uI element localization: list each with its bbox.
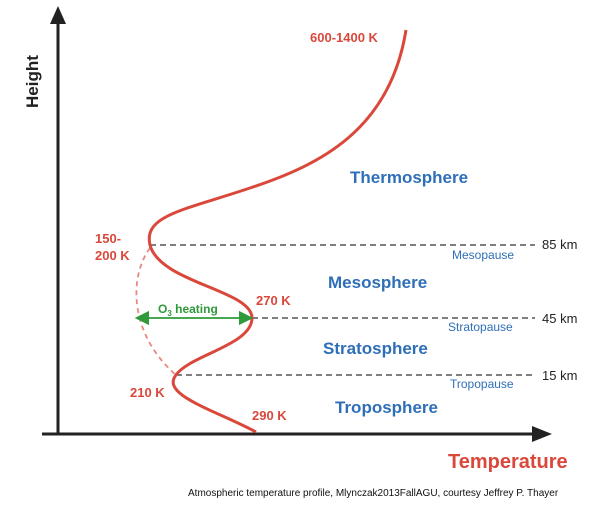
temp-surface: 290 K [252, 408, 287, 423]
ozone-heating-label: O3 heating [158, 302, 218, 318]
layer-mesosphere: Mesosphere [328, 273, 427, 292]
no-ozone-profile-dashed [135, 247, 177, 376]
temp-tropopause: 210 K [130, 385, 165, 400]
boundary-tropopause: Tropopause [450, 377, 514, 391]
temp-stratopause: 270 K [256, 293, 291, 308]
layer-thermosphere: Thermosphere [350, 168, 468, 187]
layer-troposphere: Troposphere [335, 398, 438, 417]
boundary-mesopause: Mesopause [452, 248, 514, 262]
temperature-profile-curve [147, 29, 408, 434]
altitude-15km: 15 km [542, 368, 577, 383]
x-axis-arrow-icon [532, 426, 552, 442]
figure-caption: Atmospheric temperature profile, Mlyncza… [188, 488, 559, 499]
altitude-45km: 45 km [542, 311, 577, 326]
temp-mesopause-line2: 200 K [95, 248, 130, 263]
boundary-stratopause: Stratopause [448, 320, 513, 334]
x-axis-title: Temperature [448, 451, 568, 473]
layer-stratosphere: Stratosphere [323, 339, 428, 358]
y-axis-title: Height [23, 55, 42, 108]
altitude-85km: 85 km [542, 237, 577, 252]
temp-top: 600-1400 K [310, 30, 379, 45]
temp-mesopause-line1: 150- [95, 231, 121, 246]
y-axis-arrow-icon [50, 6, 66, 24]
